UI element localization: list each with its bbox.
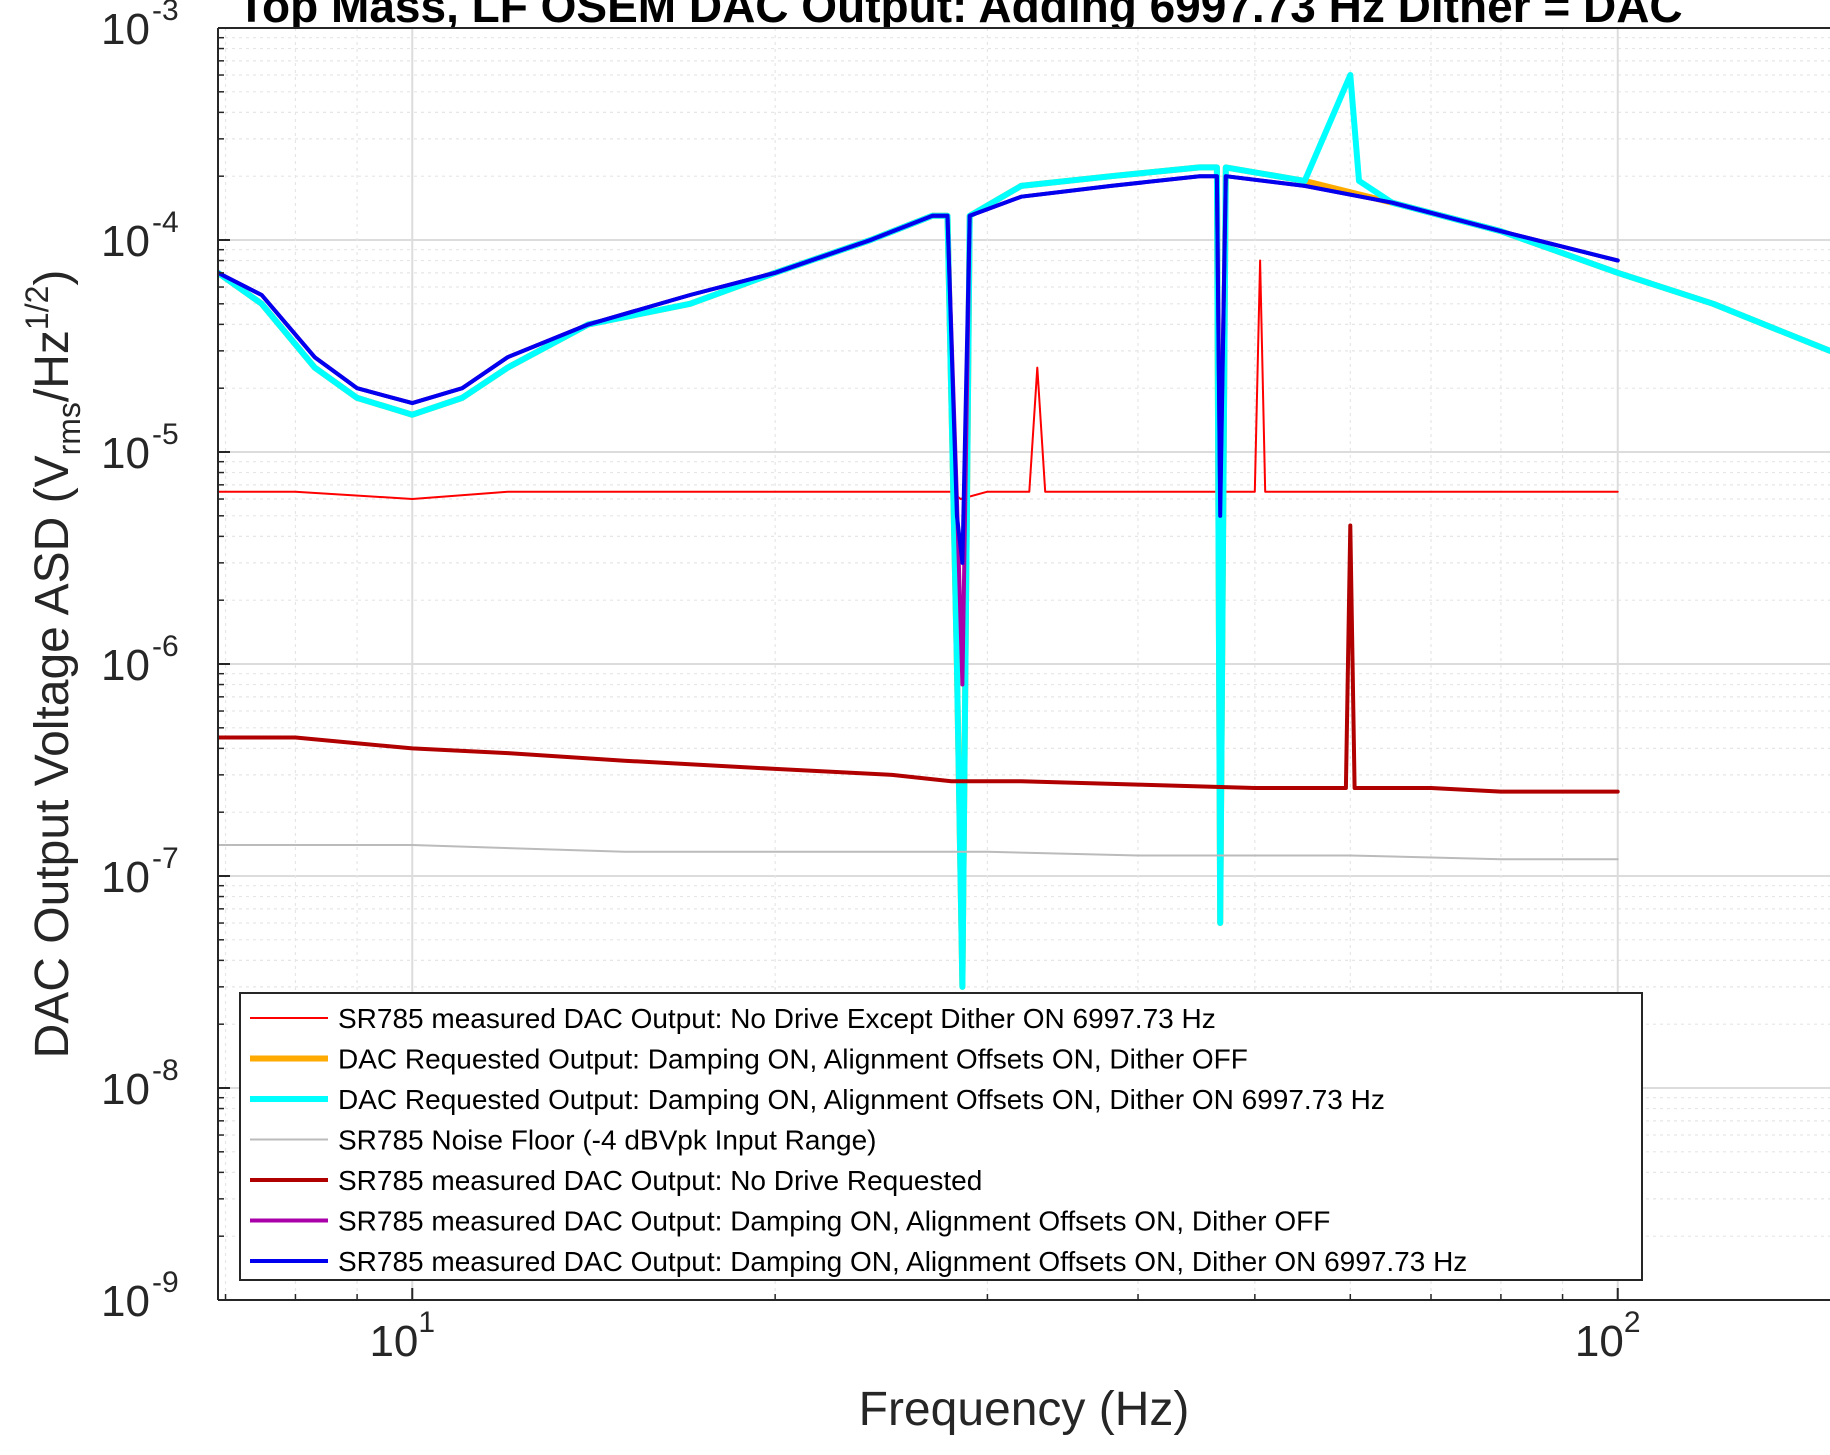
x-tick-label: 101 xyxy=(369,1306,435,1366)
y-tick-label: 10-7 xyxy=(101,842,179,902)
series-line-4 xyxy=(218,844,1619,861)
legend-label-4: SR785 Noise Floor (-4 dBVpk Input Range) xyxy=(338,1125,877,1156)
legend-label-5: SR785 measured DAC Output: No Drive Requ… xyxy=(338,1165,982,1196)
y-tick-label: 10-3 xyxy=(101,0,179,54)
series-layer xyxy=(218,72,1830,990)
x-axis-label: Frequency (Hz) xyxy=(859,1383,1190,1436)
y-tick-label: 10-8 xyxy=(101,1054,179,1114)
y-tick-label: 10-5 xyxy=(101,418,179,478)
legend-label-7: SR785 measured DAC Output: Damping ON, A… xyxy=(338,1246,1467,1277)
y-tick-label: 10-9 xyxy=(101,1266,179,1326)
legend-label-1: SR785 measured DAC Output: No Drive Exce… xyxy=(338,1003,1216,1034)
series-line-5 xyxy=(218,523,1620,794)
y-tick-label: 10-4 xyxy=(101,206,179,266)
series-line-3 xyxy=(218,72,1830,990)
legend-box xyxy=(239,992,1643,1281)
series-line-7 xyxy=(218,174,1620,565)
y-axis-label: DAC Output Voltage ASD (Vrms/Hz1/2) xyxy=(19,270,87,1059)
ticks: 10-3 10-4 10-5 10-6 10-7 10-8 10-9 101 102 xyxy=(101,0,1641,1366)
legend: SR785 measured DAC Output: No Drive Exce… xyxy=(239,992,1643,1281)
x-tick-label: 102 xyxy=(1575,1306,1641,1366)
series-line-1 xyxy=(218,259,1619,500)
chart-title: Top Mass, LF OSEM DAC Output: Adding 699… xyxy=(237,0,1682,32)
legend-label-2: DAC Requested Output: Damping ON, Alignm… xyxy=(338,1044,1248,1075)
y-tick-label: 10-6 xyxy=(101,630,179,690)
legend-label-6: SR785 measured DAC Output: Damping ON, A… xyxy=(338,1206,1330,1237)
legend-label-3: DAC Requested Output: Damping ON, Alignm… xyxy=(338,1084,1385,1115)
